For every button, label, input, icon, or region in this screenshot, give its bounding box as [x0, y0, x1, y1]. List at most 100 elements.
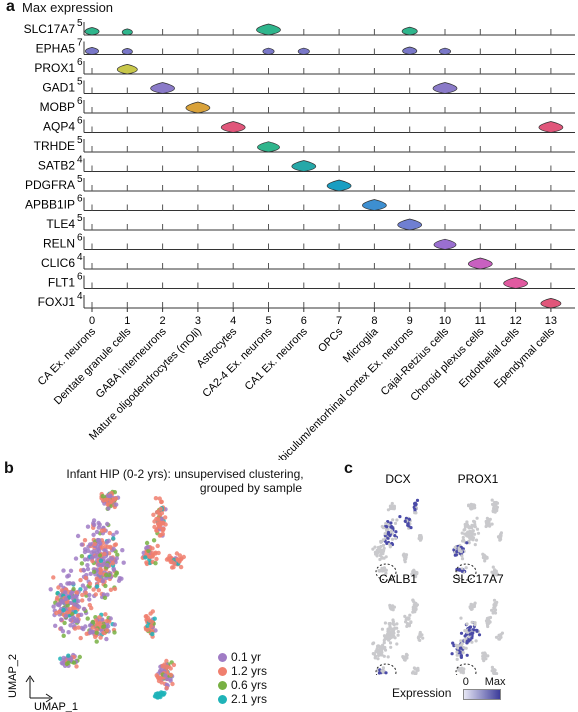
umap-point — [159, 499, 164, 505]
gene-max-gad1: 5 — [77, 77, 83, 88]
feature-point — [391, 518, 395, 522]
umap-point — [111, 546, 116, 552]
feature-point — [380, 669, 384, 673]
umap-point — [59, 598, 64, 603]
feature-point — [498, 536, 502, 540]
umap-point — [68, 623, 73, 628]
feature-point — [403, 656, 407, 660]
panel-b-letter: b — [4, 460, 14, 477]
feature-point — [404, 652, 409, 656]
feature-point — [488, 524, 492, 528]
feature-point — [404, 620, 408, 624]
umap-point — [91, 569, 97, 574]
gene-label-slc17a7: SLC17A7 — [24, 22, 76, 36]
feature-title-dcx: DCX — [385, 472, 410, 486]
gene-label-satb2: SATB2 — [38, 159, 75, 173]
violin-epha5-0 — [85, 46, 99, 55]
gene-max-slc17a7: 5 — [77, 18, 83, 29]
umap-point — [104, 497, 109, 502]
umap-point — [117, 576, 123, 581]
umap-point — [105, 521, 110, 527]
umap-point — [102, 595, 108, 600]
feature-point — [413, 667, 417, 671]
feature-point — [413, 507, 417, 511]
umap-point — [120, 548, 125, 553]
legend-label-2: 0.6 yrs — [231, 678, 268, 692]
gene-label-gad1: GAD1 — [42, 81, 75, 95]
feature-point — [383, 645, 387, 650]
umap-point — [115, 552, 120, 557]
feature-point — [474, 639, 478, 643]
umap-point — [108, 587, 114, 592]
umap-point — [104, 572, 109, 578]
umap-point — [87, 581, 93, 586]
feature-point — [411, 607, 415, 611]
umap-point — [113, 496, 119, 501]
feature-point — [468, 605, 473, 609]
violin-slc17a7-0 — [84, 27, 100, 36]
legend-label-0: 0.1 yr — [231, 650, 262, 664]
category-label-6: CA1 Ex. neurons — [243, 325, 311, 393]
umap-point — [93, 592, 99, 597]
umap-point — [98, 558, 104, 563]
umap-point — [60, 629, 66, 634]
umap-point — [83, 624, 88, 629]
feature-point — [418, 630, 422, 635]
umap-point — [66, 630, 71, 635]
umap-point — [144, 560, 149, 565]
feature-point — [398, 515, 402, 519]
feature-point — [470, 636, 474, 640]
feature-point — [373, 656, 377, 660]
feature-point — [474, 538, 479, 542]
feature-point — [387, 638, 391, 642]
umap-point — [114, 556, 120, 561]
feature-point — [493, 608, 498, 612]
umap-point — [94, 630, 99, 635]
feature-point — [455, 550, 459, 554]
feature-point — [385, 525, 389, 529]
gene-max-clic6: 4 — [77, 252, 83, 263]
expression-gradient-wrap: 0 Max — [462, 676, 506, 700]
umap-point — [82, 538, 88, 543]
feature-point — [384, 568, 388, 572]
umap-point — [92, 541, 98, 547]
umap-point — [112, 622, 118, 627]
feature-point — [458, 568, 462, 572]
umap-point — [164, 682, 169, 687]
violin-clic6-11 — [467, 257, 493, 270]
feature-point — [490, 498, 494, 502]
umap-point — [103, 583, 108, 589]
umap-point — [109, 556, 115, 561]
umap-point — [48, 587, 53, 592]
feature-point — [382, 556, 386, 560]
umap-point — [107, 530, 113, 536]
feature-point — [461, 535, 465, 540]
feature-point — [463, 523, 468, 527]
umap-point — [88, 630, 93, 635]
legend-swatch-3 — [218, 695, 227, 704]
umap-point — [168, 672, 174, 678]
feature-point — [415, 498, 420, 502]
umap-point — [178, 564, 184, 570]
umap-point — [101, 592, 106, 597]
umap-point — [166, 556, 171, 561]
umap-point — [59, 617, 64, 622]
umap-point — [78, 635, 83, 641]
feature-point — [406, 523, 410, 527]
umap-point — [63, 613, 69, 619]
feature-point — [417, 638, 421, 642]
feature-point — [472, 628, 476, 632]
umap-point — [55, 595, 60, 600]
feature-point — [495, 573, 499, 577]
x-tick-label-2: 2 — [160, 315, 166, 327]
umap-point — [58, 656, 63, 661]
feature-point — [393, 534, 397, 538]
legend-item-0: 0.1 yr — [218, 650, 267, 664]
dentate-gyrus-outline — [455, 563, 477, 581]
feature-point — [407, 517, 411, 521]
feature-point — [407, 616, 411, 620]
feature-point — [470, 524, 474, 528]
feature-point — [403, 519, 407, 523]
umap-point — [87, 597, 92, 602]
